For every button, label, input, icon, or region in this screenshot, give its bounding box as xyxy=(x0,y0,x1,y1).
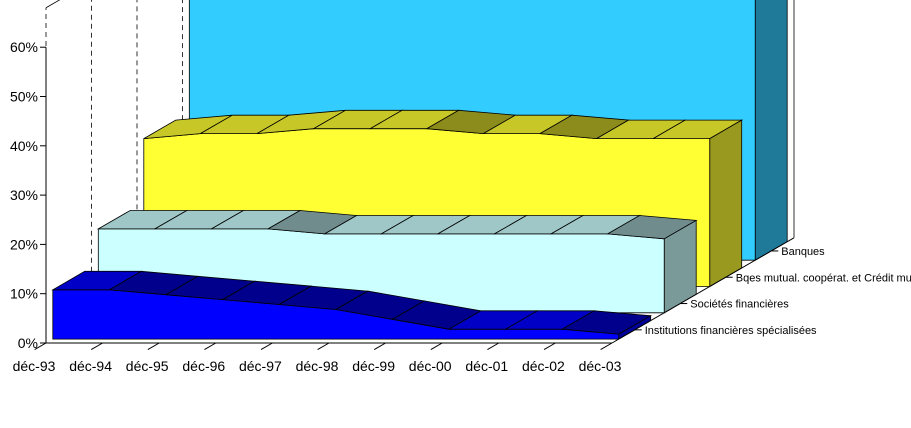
x-tick-label: déc-93 xyxy=(13,358,56,374)
x-tick-mark xyxy=(147,342,160,351)
x-tick-label: déc-02 xyxy=(522,358,565,374)
floor-right-edge xyxy=(611,237,795,344)
y-tick-label: 40% xyxy=(10,138,38,154)
x-tick-label: déc-96 xyxy=(182,358,225,374)
x-tick-label: déc-00 xyxy=(409,358,452,374)
x-tick-label: déc-99 xyxy=(352,358,395,374)
x-tick-label: déc-01 xyxy=(465,358,508,374)
x-tick-label: déc-94 xyxy=(69,358,112,374)
y-axis: 0% 10% 20% 30% 40% 50% 60% xyxy=(10,39,47,351)
x-tick-mark xyxy=(90,342,103,351)
series-labels: Banques Bqes mutual. coopérat. et Crédit … xyxy=(634,246,911,337)
series-depth-label: Sociétés financières xyxy=(690,299,789,311)
x-tick-mark xyxy=(430,342,443,351)
y-tick-label: 60% xyxy=(10,39,38,55)
x-tick-label: déc-98 xyxy=(296,358,339,374)
y-tick-label: 30% xyxy=(10,187,38,203)
x-tick-mark xyxy=(600,342,613,351)
series-depth-label: Bqes mutual. coopérat. et Crédit municip… xyxy=(736,272,911,284)
series-end-face xyxy=(709,119,743,288)
series-ribbon xyxy=(51,270,653,340)
series-depth-label: Institutions financières spécialisées xyxy=(645,325,817,337)
x-tick-mark xyxy=(204,342,217,351)
x-tick-mark xyxy=(373,342,386,351)
x-tick-label: déc-03 xyxy=(579,358,622,374)
x-tick-mark xyxy=(487,342,500,351)
x-tick-label: déc-97 xyxy=(239,358,282,374)
series-depth-label: Banques xyxy=(781,246,825,258)
x-tick-mark xyxy=(260,342,273,351)
x-axis: déc-93 déc-94 déc-95 déc-96 déc-97 déc-98 déc-… xyxy=(13,237,795,374)
y-tick-label: 20% xyxy=(10,236,38,252)
x-tick-mark xyxy=(317,342,330,351)
series-ribbons xyxy=(51,0,788,340)
y-tick-label: 0% xyxy=(18,335,38,351)
series-end-face xyxy=(754,0,788,261)
x-tick-mark xyxy=(34,342,47,351)
x-tick-label: déc-95 xyxy=(126,358,169,374)
y-tick-label: 10% xyxy=(10,286,38,302)
x-tick-mark xyxy=(543,342,556,351)
y-tick-label: 50% xyxy=(10,89,38,105)
